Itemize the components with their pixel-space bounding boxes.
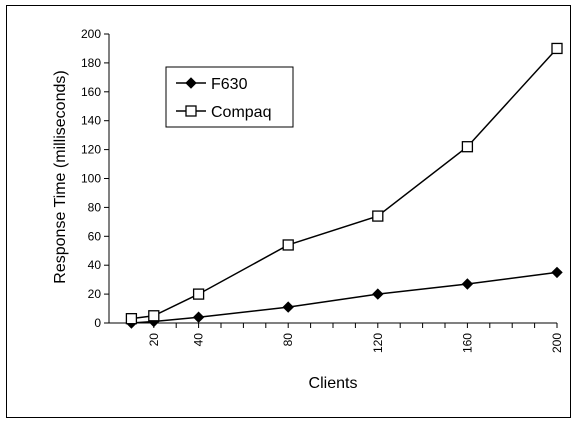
data-point-marker — [461, 278, 474, 290]
data-point-marker — [461, 141, 474, 153]
x-tick-label: 200 — [550, 333, 564, 353]
x-tick-label: 40 — [192, 333, 206, 347]
y-tick-label: 60 — [88, 229, 102, 243]
y-tick-label: 0 — [94, 316, 101, 330]
data-point-marker — [125, 313, 138, 325]
y-tick-label: 120 — [81, 143, 101, 157]
data-point-marker — [372, 288, 384, 300]
y-tick-label: 80 — [88, 200, 102, 214]
series-compaq — [125, 42, 563, 325]
x-tick-label: 20 — [147, 333, 161, 347]
data-point-marker — [551, 266, 563, 279]
x-tick-label: 160 — [460, 333, 474, 353]
chart-frame — [6, 5, 571, 418]
data-point-marker — [282, 301, 294, 313]
x-tick-label: 80 — [281, 333, 295, 347]
data-point-marker — [185, 77, 197, 89]
y-tick-label: 200 — [81, 27, 101, 41]
data-point-marker — [372, 210, 384, 222]
y-tick-label: 100 — [81, 172, 101, 186]
y-tick-label: 40 — [88, 258, 102, 272]
y-tick-label: 160 — [81, 85, 101, 99]
data-point-marker — [148, 310, 160, 322]
data-point-marker — [185, 105, 197, 117]
legend-label: F630 — [211, 76, 248, 93]
data-point-marker — [192, 311, 205, 323]
y-tick-label: 20 — [88, 287, 102, 301]
y-tick-label: 140 — [81, 114, 101, 128]
y-tick-label: 180 — [81, 56, 101, 70]
data-point-marker — [551, 42, 563, 55]
data-point-marker — [282, 239, 294, 251]
x-axis-label: Clients — [309, 375, 358, 392]
data-point-marker — [192, 288, 205, 300]
y-axis-label: Response Time (milliseconds) — [52, 70, 69, 283]
legend-label: Compaq — [211, 104, 271, 121]
x-tick-label: 120 — [371, 333, 385, 353]
legend-box — [165, 66, 294, 128]
